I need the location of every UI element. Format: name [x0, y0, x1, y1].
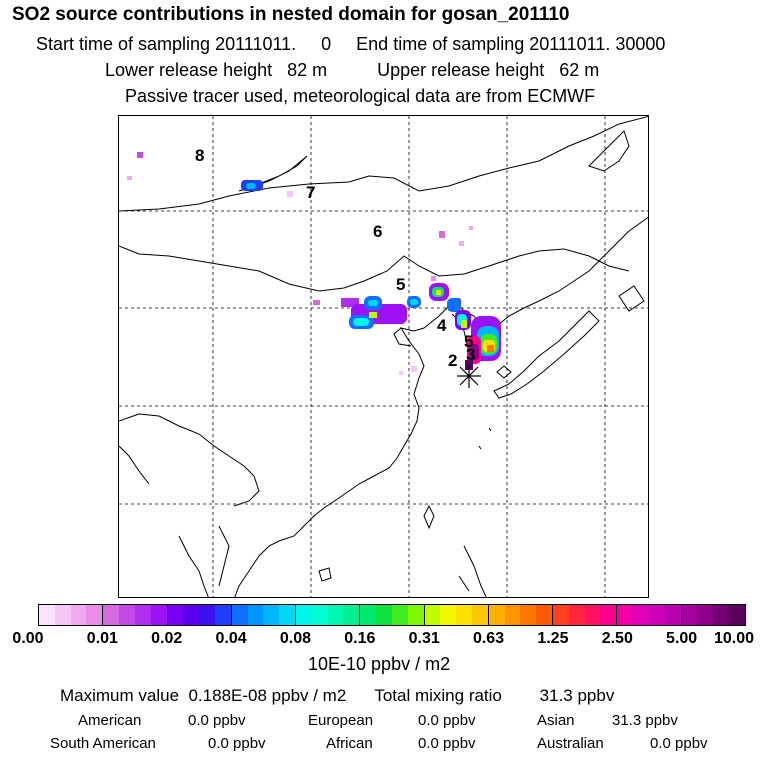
map-panel: 8 7 6 5 4 5 3 2	[118, 115, 649, 598]
colorbar-cell	[86, 605, 103, 625]
concentration-field	[127, 152, 501, 375]
colorbar-tick-label: 5.00	[666, 630, 698, 647]
colorbar-cell	[407, 605, 424, 625]
colorbar-tick-label: 0.63	[472, 630, 505, 647]
graticule	[119, 116, 648, 597]
colorbar-cell	[487, 605, 505, 625]
colorbar-cell	[39, 605, 55, 625]
colorbar-cell	[520, 605, 537, 625]
colorbar-cell	[697, 605, 714, 625]
region-african-label: African	[326, 735, 373, 752]
region-european-value: 0.0 ppbv	[418, 712, 476, 729]
colorbar-cell	[279, 605, 295, 625]
colorbar-cell	[423, 605, 441, 625]
colorbar-cell	[376, 605, 392, 625]
trajectory-label-3: 3	[466, 345, 475, 364]
max-value-line: Maximum value 0.188E-08 ppbv / m2 Total …	[60, 686, 615, 705]
trajectory-label-4: 4	[437, 316, 447, 335]
colorbar-tick-label: 2.50	[601, 630, 633, 647]
colorbar-cell	[728, 605, 745, 625]
colorbar-cell	[295, 605, 312, 625]
colorbar-cell	[343, 605, 360, 625]
sampling-time-line: Start time of sampling 20111011. 0 End t…	[36, 34, 666, 54]
region-australian-label: Australian	[537, 735, 604, 752]
colorbar-tick-label: 0.31	[408, 630, 440, 647]
colorbar-cell	[391, 605, 408, 625]
tracer-info-line: Passive tracer used, meteorological data…	[125, 86, 596, 106]
colorbar-cell	[680, 605, 698, 625]
colorbar-cell	[119, 605, 135, 625]
trajectory-label-8: 8	[195, 146, 204, 165]
region-asian-value: 31.3 ppbv	[612, 712, 678, 729]
region-south-american-label: South American	[50, 735, 156, 752]
colorbar-cell	[54, 605, 71, 625]
colorbar-cell	[327, 605, 344, 625]
trajectory-label-2: 2	[448, 351, 457, 370]
colorbar-cell	[633, 605, 649, 625]
colorbar-cell	[584, 605, 601, 625]
trajectory-label-6: 6	[373, 222, 382, 241]
colorbar-cell	[247, 605, 264, 625]
region-asian-label: Asian	[537, 712, 575, 729]
colorbar-unit: 10E-10 ppbv / m2	[308, 654, 451, 674]
region-european-label: European	[308, 712, 374, 729]
colorbar-tick-label: 10.00	[713, 630, 755, 647]
colorbar	[38, 604, 746, 626]
colorbar-cell	[568, 605, 585, 625]
colorbar-cell	[214, 605, 231, 625]
colorbar-cell	[456, 605, 472, 625]
trajectory-label-5b: 5	[464, 332, 473, 351]
colorbar-cell	[311, 605, 328, 625]
chart-title: SO2 source contributions in nested domai…	[12, 4, 570, 25]
colorbar-cell	[166, 605, 184, 625]
coastlines	[119, 116, 648, 597]
colorbar-cell	[648, 605, 665, 625]
trajectory-label-7: 7	[306, 183, 315, 202]
region-american-label: American	[78, 712, 142, 729]
colorbar-cell	[713, 605, 729, 625]
colorbar-cell	[102, 605, 120, 625]
colorbar-cell	[199, 605, 215, 625]
colorbar-cell	[150, 605, 167, 625]
colorbar-cell	[664, 605, 681, 625]
release-height-line: Lower release height 82 m Upper release …	[105, 60, 600, 80]
colorbar-cell	[552, 605, 569, 625]
region-south-american-value: 0.0 ppbv	[208, 735, 266, 752]
colorbar-cell	[263, 605, 280, 625]
colorbar-cell	[230, 605, 248, 625]
colorbar-cell	[440, 605, 457, 625]
colorbar-tick-label: 0.01	[86, 630, 118, 647]
colorbar-cell	[600, 605, 617, 625]
colorbar-tick-label: 0.16	[344, 630, 376, 647]
colorbar-tick-label: 0.02	[151, 630, 183, 647]
colorbar-tick-label: 0.00	[12, 630, 44, 647]
colorbar-ticks: 0.00 0.01 0.02 0.04 0.08 0.16 0.31 0.63 1.25 2.50…	[0, 630, 768, 650]
colorbar-cell	[134, 605, 151, 625]
colorbar-cell	[359, 605, 377, 625]
region-australian-value: 0.0 ppbv	[650, 735, 708, 752]
colorbar-tick-label: 0.08	[279, 630, 312, 647]
colorbar-cell	[504, 605, 521, 625]
receptor-marker	[457, 364, 481, 388]
colorbar-cell	[471, 605, 488, 625]
trajectory-label-5: 5	[396, 275, 405, 294]
colorbar-cell	[536, 605, 552, 625]
region-american-value: 0.0 ppbv	[188, 712, 246, 729]
colorbar-cell	[616, 605, 634, 625]
map-canvas: 8 7 6 5 4 5 3 2	[119, 116, 648, 597]
region-african-value: 0.0 ppbv	[418, 735, 476, 752]
colorbar-cell	[70, 605, 87, 625]
colorbar-tick-label: 0.04	[215, 630, 247, 647]
colorbar-tick-label: 1.25	[537, 630, 569, 647]
colorbar-cell	[183, 605, 200, 625]
